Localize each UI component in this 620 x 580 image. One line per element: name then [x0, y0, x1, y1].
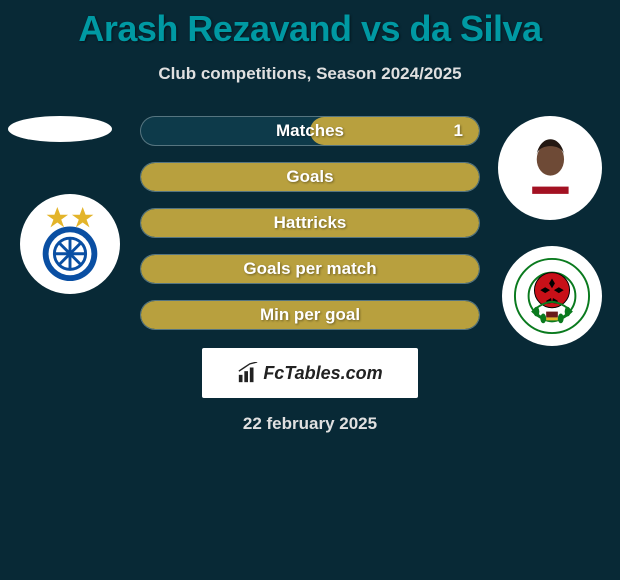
club-right-badge	[502, 246, 602, 346]
club-left-badge	[20, 194, 120, 294]
stat-bars: Matches 1 Goals Hattricks Goals per matc…	[140, 116, 480, 330]
bar-matches-label: Matches	[141, 117, 479, 145]
bar-matches: Matches 1	[140, 116, 480, 146]
brand-box: FcTables.com	[202, 348, 418, 398]
bar-goals: Goals	[140, 162, 480, 192]
brand-chart-icon	[237, 362, 259, 384]
page-title: Arash Rezavand vs da Silva	[0, 0, 620, 50]
date-text: 22 february 2025	[0, 414, 620, 434]
player-right-face-icon	[514, 132, 587, 205]
bar-goals-label: Goals	[141, 163, 479, 191]
club-left-crest-icon	[31, 205, 109, 283]
brand-text: FcTables.com	[263, 363, 382, 384]
bar-hattricks: Hattricks	[140, 208, 480, 238]
player-right-avatar	[498, 116, 602, 220]
player-left-avatar	[8, 116, 112, 142]
bar-goals-per-match-label: Goals per match	[141, 255, 479, 283]
bar-matches-value-right: 1	[454, 117, 463, 145]
bar-goals-per-match: Goals per match	[140, 254, 480, 284]
subtitle: Club competitions, Season 2024/2025	[0, 64, 620, 84]
bar-hattricks-label: Hattricks	[141, 209, 479, 237]
comparison-area: Matches 1 Goals Hattricks Goals per matc…	[0, 116, 620, 434]
bar-min-per-goal-label: Min per goal	[141, 301, 479, 329]
club-right-crest-icon	[513, 257, 591, 335]
bar-min-per-goal: Min per goal	[140, 300, 480, 330]
